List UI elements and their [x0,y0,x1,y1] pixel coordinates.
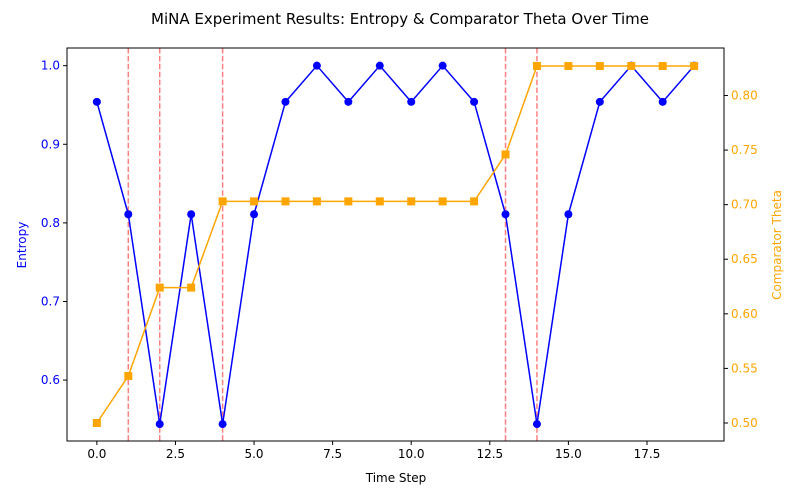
y-left-tick-label: 0.6 [41,373,60,387]
x-tick-label: 7.5 [323,447,342,461]
entropy-data-point [250,210,259,219]
theta-data-point [627,62,636,71]
theta-data-point [690,62,699,71]
entropy-data-point [407,97,416,106]
entropy-data-point [375,61,384,70]
theta-data-point [564,62,573,71]
theta-data-point [501,150,510,159]
x-tick-label: 17.5 [634,447,661,461]
y-left-tick-label: 1.0 [41,59,60,73]
theta-data-point [344,197,353,206]
theta-data-point [92,418,101,427]
theta-data-point [312,197,321,206]
theta-series-line [96,65,695,424]
entropy-data-point [187,210,196,219]
theta-data-point [407,197,416,206]
entropy-data-point [595,97,604,106]
entropy-data-point [281,97,290,106]
y-axis-left-label: Entropy [15,222,29,269]
x-tick-label: 12.5 [476,447,503,461]
y-right-tick-label: 0.55 [731,361,758,375]
plot-frame [66,47,725,442]
entropy-data-point [92,97,101,106]
theta-data-point [187,283,196,292]
x-tick-label: 15.0 [555,447,582,461]
x-tick-label: 2.5 [166,447,185,461]
y-axis-right-label: Comparator Theta [770,190,784,300]
theta-data-point [470,197,479,206]
theta-data-point [124,372,133,381]
entropy-data-point [124,210,133,219]
theta-data-point [375,197,384,206]
chart-title: MiNA Experiment Results: Entropy & Compa… [151,10,649,28]
theta-data-point [532,62,541,71]
entropy-data-point [344,97,353,106]
theta-data-point [658,62,667,71]
x-axis-label: Time Step [365,471,427,485]
x-tick-label: 5.0 [244,447,263,461]
y-axis-right: 0.50 0.55 0.60 0.65 0.70 0.75 0.80 [724,88,758,430]
entropy-data-point [218,420,227,429]
theta-data-point [250,197,259,206]
entropy-data-point [658,97,667,106]
y-axis-left: 0.6 0.7 0.8 0.9 1.0 [41,59,67,387]
x-tick-label: 0.0 [87,447,106,461]
x-axis: 0.0 2.5 5.0 7.5 10.0 12.5 15.0 17.5 [87,441,660,461]
y-right-tick-label: 0.60 [731,307,758,321]
theta-data-point [281,197,290,206]
plot-area [92,48,699,441]
theta-data-point [438,197,447,206]
y-left-tick-label: 0.9 [41,137,60,151]
entropy-data-point [155,420,164,429]
y-right-tick-label: 0.65 [731,252,758,266]
y-right-tick-label: 0.50 [731,416,758,430]
y-left-tick-label: 0.7 [41,294,60,308]
y-right-tick-label: 0.75 [731,143,758,157]
entropy-data-point [501,210,510,219]
y-right-tick-label: 0.80 [731,88,758,102]
entropy-data-point [564,210,573,219]
entropy-data-point [532,420,541,429]
entropy-series-line [96,64,695,425]
entropy-data-point [312,61,321,70]
theta-data-point [155,283,164,292]
theta-data-point [218,197,227,206]
y-right-tick-label: 0.70 [731,198,758,212]
x-tick-label: 10.0 [398,447,425,461]
entropy-data-point [438,61,447,70]
y-left-tick-label: 0.8 [41,216,60,230]
entropy-data-point [470,97,479,106]
theta-data-point [595,62,604,71]
